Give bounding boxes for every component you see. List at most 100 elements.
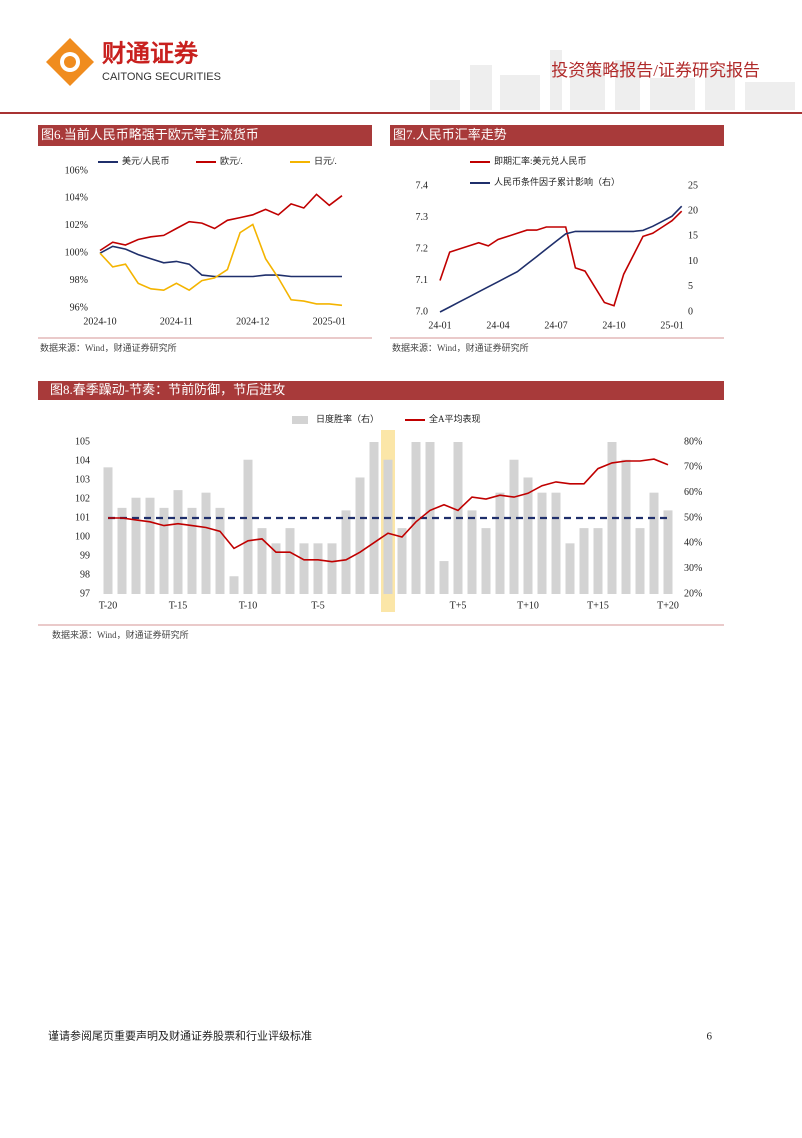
bar	[229, 576, 239, 594]
x-tick-label: 2024-11	[160, 316, 193, 327]
legend-label: 日元/.	[314, 156, 337, 166]
bar	[215, 507, 225, 594]
y-tick-label: 7.1	[416, 275, 429, 286]
bar	[621, 459, 631, 594]
series-line	[439, 210, 683, 307]
y2-tick-label: 20	[688, 205, 698, 216]
legend-label: 人民币条件因子累计影响（右）	[494, 176, 620, 187]
x-tick-label: 24-01	[428, 320, 451, 331]
y2-tick-label: 15	[688, 231, 698, 242]
x-tick-label: T+10	[517, 600, 539, 611]
y2-tick-label: 40%	[684, 538, 702, 549]
x-tick-label: 24-04	[486, 320, 509, 331]
y-tick-label: 106%	[65, 165, 88, 176]
y2-tick-label: 50%	[684, 512, 702, 523]
bar	[495, 492, 505, 594]
x-tick-label: T-10	[239, 600, 258, 611]
bar	[467, 510, 477, 594]
x-tick-label: 25-01	[660, 320, 683, 331]
y-tick-label: 100	[75, 531, 90, 542]
y-tick-label: 7.0	[416, 306, 429, 317]
bar	[243, 459, 253, 594]
y2-tick-label: 5	[688, 281, 693, 292]
title-bar	[38, 125, 372, 146]
bar	[593, 528, 603, 594]
company-en: CAITONG SECURITIES	[102, 71, 221, 83]
bar	[271, 543, 281, 594]
bar	[509, 459, 519, 594]
x-tick-label: T-20	[99, 600, 118, 611]
figure-title: 图6.当前人民币略强于欧元等主流货币	[41, 127, 259, 142]
skyline	[430, 50, 795, 110]
y2-tick-label: 60%	[684, 487, 702, 498]
company-cn: 财通证券	[102, 40, 199, 68]
series-line	[439, 205, 683, 313]
x-tick-label: T+15	[587, 600, 609, 611]
legend-label: 美元/人民币	[122, 155, 170, 166]
bar	[145, 497, 155, 594]
y2-tick-label: 30%	[684, 563, 702, 574]
y-tick-label: 98	[80, 569, 90, 580]
y-tick-label: 104	[75, 455, 90, 466]
y2-tick-label: 25	[688, 180, 698, 191]
report-type: 投资策略报告/证券研究报告	[551, 61, 760, 80]
bar	[159, 507, 169, 594]
x-tick-label: T-15	[169, 600, 188, 611]
source: 数据来源：Wind，财通证券研究所	[40, 342, 177, 353]
y2-tick-label: 70%	[684, 462, 702, 473]
x-tick-label: 24-07	[544, 320, 567, 331]
y2-tick-label: 0	[688, 306, 693, 317]
bar	[313, 543, 323, 594]
y-tick-label: 103	[75, 474, 90, 485]
bar	[285, 528, 295, 594]
bar	[425, 442, 435, 594]
y-tick-label: 99	[80, 550, 90, 561]
bar	[355, 477, 365, 594]
bar	[257, 528, 267, 594]
y-tick-label: 7.4	[416, 180, 429, 191]
bar	[327, 543, 337, 594]
bar	[187, 507, 197, 594]
bar	[551, 492, 561, 594]
series-line	[99, 245, 342, 278]
disclaimer: 谨请参阅尾页重要声明及财通证券股票和行业评级标准	[48, 1029, 312, 1043]
bar	[439, 561, 449, 594]
x-tick-label: T-5	[311, 600, 325, 611]
x-tick-label: 24-10	[602, 320, 625, 331]
y-tick-label: 7.3	[416, 212, 429, 223]
bar	[649, 492, 659, 594]
title-bar	[38, 381, 724, 400]
y-tick-label: 101	[75, 512, 90, 523]
x-tick-label: 2024-10	[83, 316, 116, 327]
y-tick-label: 100%	[65, 247, 88, 258]
bar	[383, 459, 393, 594]
bar	[523, 477, 533, 594]
y-tick-label: 97	[80, 588, 90, 599]
bar	[579, 528, 589, 594]
figure-title: 图7.人民币汇率走势	[393, 127, 507, 142]
bar	[201, 492, 211, 594]
x-tick-label: 2025-01	[313, 316, 346, 327]
bar	[299, 543, 309, 594]
bar	[481, 528, 491, 594]
bar	[397, 528, 407, 594]
y-tick-label: 102	[75, 493, 90, 504]
source: 数据来源：Wind，财通证券研究所	[392, 342, 529, 353]
series-line	[99, 223, 343, 307]
x-tick-label: T+20	[657, 600, 679, 611]
legend-label: 日度胜率（右）	[316, 413, 379, 424]
y-tick-label: 98%	[70, 275, 88, 286]
page-number: 6	[707, 1031, 713, 1043]
legend-label: 欧元/.	[220, 155, 243, 166]
bar	[565, 543, 575, 594]
y2-tick-label: 80%	[684, 436, 702, 447]
y-tick-label: 105	[75, 436, 90, 447]
series-line	[108, 458, 669, 563]
legend-label: 全A平均表现	[429, 413, 481, 424]
figure-title: 图8.春季躁动-节奏：节前防御，节后进攻	[50, 382, 285, 397]
y-tick-label: 104%	[65, 193, 88, 204]
legend-label: 即期汇率:美元兑人民币	[494, 155, 587, 166]
bar	[117, 507, 127, 594]
